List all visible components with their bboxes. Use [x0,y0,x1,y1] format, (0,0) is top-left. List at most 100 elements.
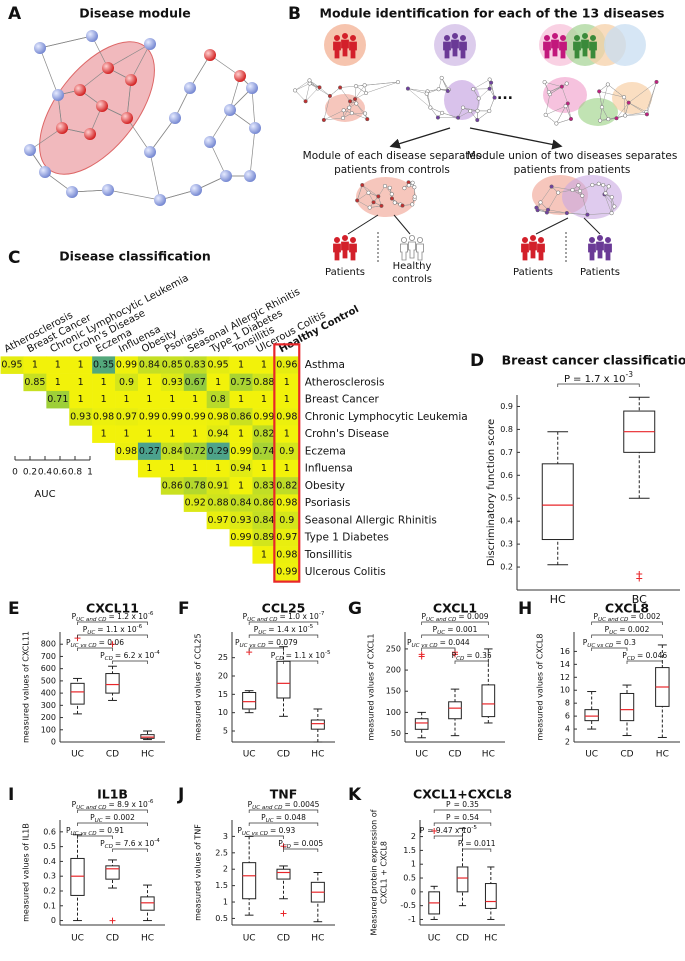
heatmap-cell [229,356,253,374]
y-tick-label: 3 [223,832,228,841]
heatmap-cell [183,390,207,409]
node [327,93,332,99]
edge [646,81,657,115]
heatmap-cell [252,459,276,478]
cell-value: 0.71 [47,394,68,405]
x-tick-label: UC [585,750,598,760]
node [597,89,602,94]
significance-bracket [248,647,284,651]
box [276,868,291,880]
heatmap-cell [160,442,185,461]
chart-title: CCL25 [262,601,306,616]
edge [305,83,310,102]
heatmap-cell [183,356,207,374]
cell-value: 0.99 [162,411,183,422]
p-symbol: P [72,800,77,809]
cell-value: 1 [192,394,198,405]
node [626,100,631,105]
heatmap-cell [275,511,299,530]
heatmap-cell [229,408,253,426]
chart-title: Breast cancer classification [502,353,685,368]
p-symbol: P [421,612,426,621]
p-exponent: -5 [471,825,477,831]
cell-value: 0.98 [208,411,229,422]
node [476,96,481,101]
edge [628,102,647,113]
node [563,104,568,109]
y-tick-label: 0.5 [403,874,416,883]
heatmap-cell [92,408,116,426]
p-value: P = 1.7 x 10-3 [564,370,633,385]
node [596,181,601,186]
person-icon [559,41,567,59]
edge [323,110,344,121]
p-text: = 0.079 [268,638,298,647]
p-exponent: -3 [626,370,634,379]
edge [477,110,490,121]
heatmap-cell [229,425,253,443]
person-icon [589,236,596,243]
person-icon [400,236,407,243]
heatmap-cell [160,459,185,478]
y-tick-label: 0.2 [500,563,513,572]
p-text: = 1.4 x 10 [268,625,308,634]
y-tick-label: 500 [41,676,56,685]
p-exponent: -6 [148,799,154,805]
heatmap-cell [160,425,185,443]
person-icon [341,234,348,241]
heatmap-cell [252,390,276,409]
p-symbol: P [100,839,105,848]
cell-value: 1 [284,463,290,474]
y-tick-label: 0.4 [500,517,513,526]
edge [351,112,368,120]
colorbar-tick-label: 0 [12,468,18,478]
person-icon [573,41,581,59]
node [654,79,659,85]
disease-circle [604,24,646,66]
y-tick-label: 2 [565,738,570,747]
edge [29,127,63,151]
p-exponent: -7 [319,611,325,617]
p-symbol: P [433,625,438,634]
heatmap-cell [252,356,276,374]
cell-value: 1 [55,377,61,388]
module-node [102,62,114,74]
y-tick-label: 400 [41,689,56,698]
x-tick-label: HC [550,593,566,606]
cell-value: 0.84 [162,446,183,457]
chart-title: CXCL11 [86,601,139,616]
node [348,99,353,104]
edge [545,94,551,115]
node [487,108,492,113]
chart-title: CXCL8 [605,601,649,616]
heatmap-cell [275,390,299,409]
edge [598,91,603,108]
p-subscript: UC and CD [247,617,278,623]
p-text: = 6.2 x 10 [115,651,155,660]
colorbar-tick-label: 1 [87,468,93,478]
p-value: P = 0.35 [446,800,479,809]
edge [407,88,428,92]
cell-value: 0.9 [279,515,294,526]
edge [107,43,151,69]
cell-value: 0.99 [230,446,251,457]
edge [540,186,552,203]
edge [546,212,567,214]
person-icon [333,243,341,261]
node [564,211,569,216]
heatmap-cell [275,373,299,392]
cell-value: 0.82 [276,480,297,491]
panel-letter: E [8,599,20,619]
p-text: = 0.35 [454,800,480,809]
node [606,184,611,189]
node [360,183,365,188]
edge [209,109,231,143]
node [576,183,581,188]
module-node [204,49,216,61]
cell-value: 1 [146,429,152,440]
x-tick-label: CD [620,750,633,760]
y-tick-label: 0.6 [500,471,513,480]
panel-letter: H [518,599,532,619]
highlight-box [273,343,301,583]
outlier [109,641,116,648]
